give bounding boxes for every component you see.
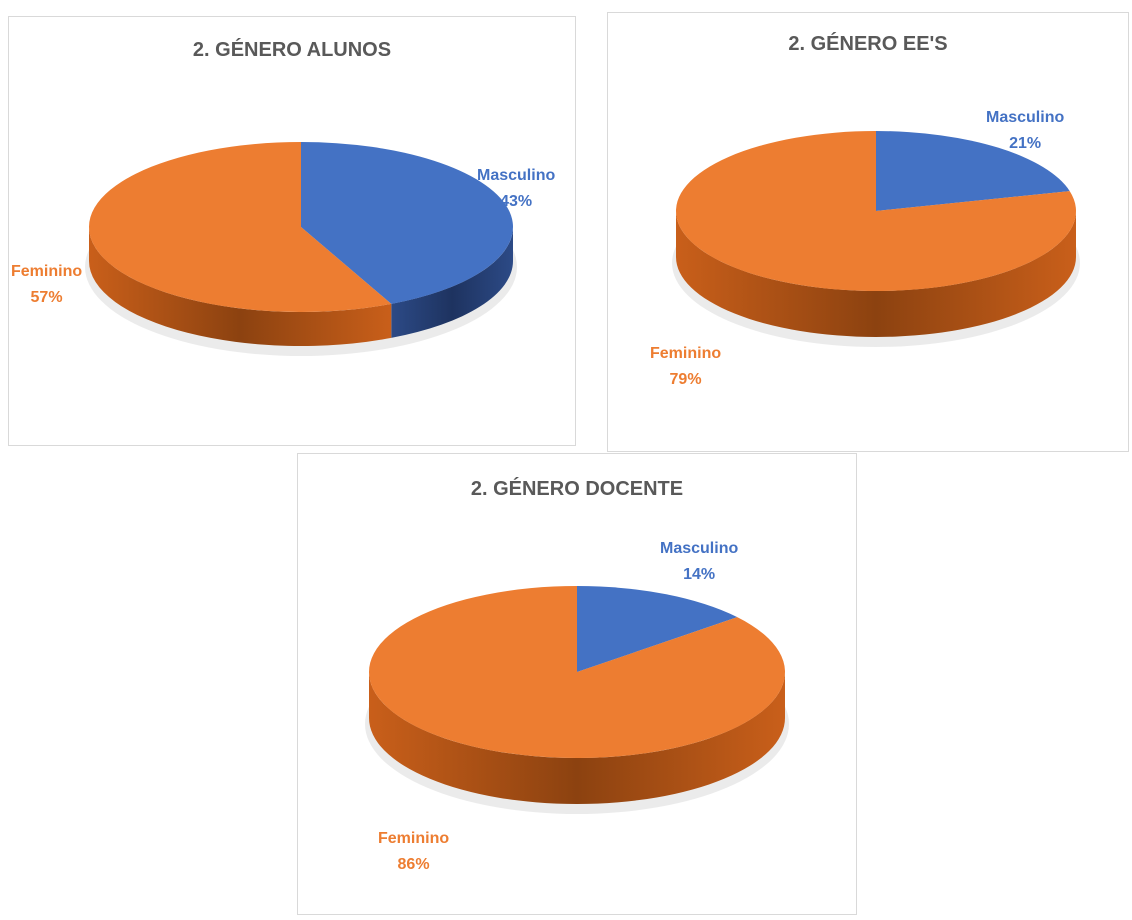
label-name: Feminino	[650, 345, 722, 362]
chart-title: 2. GÉNERO ALUNOS	[192, 39, 392, 61]
label-value: 21%	[1009, 135, 1042, 152]
label-value: 57%	[30, 289, 63, 306]
label-name: Masculino	[660, 540, 739, 557]
label-value: 14%	[683, 566, 716, 583]
pie-slice-masculino	[301, 142, 514, 304]
label-value: 79%	[669, 371, 702, 388]
pie-side-masculino	[391, 227, 513, 338]
chart-panel-ees: 2. GÉNERO EE'S Masculino 21% Feminino 79…	[607, 12, 1129, 452]
label-value: 43%	[500, 193, 533, 210]
pie-slice-feminino	[369, 586, 786, 758]
label-name: Masculino	[986, 109, 1065, 126]
label-name: Feminino	[378, 830, 450, 847]
pie-side-feminino	[89, 227, 392, 346]
pie-side-feminino	[369, 672, 785, 804]
label-feminino: Feminino 79%	[650, 341, 721, 393]
label-masculino: Masculino 21%	[986, 105, 1064, 157]
chart-title: 2. GÉNERO DOCENTE	[470, 478, 684, 500]
chart-panel-alunos: 2. GÉNERO ALUNOS Masculino 43% Feminino …	[8, 16, 576, 446]
label-masculino: Masculino 14%	[660, 536, 738, 588]
label-feminino: Feminino 57%	[11, 259, 82, 311]
label-feminino: Feminino 86%	[378, 826, 449, 878]
pie-chart-docente	[365, 586, 789, 814]
pie-slice-masculino	[876, 131, 1070, 211]
label-value: 86%	[397, 856, 430, 873]
pie-side-feminino	[676, 211, 1076, 337]
pie-slice-masculino	[577, 586, 738, 672]
label-name: Feminino	[11, 263, 83, 280]
label-name: Masculino	[477, 167, 556, 184]
pie-slice-feminino	[89, 142, 392, 312]
label-masculino: Masculino 43%	[477, 163, 555, 215]
pie-chart-alunos	[85, 142, 517, 356]
chart-title: 2. GÉNERO EE'S	[788, 33, 948, 55]
pie-chart-ees	[672, 131, 1080, 347]
pie-slice-feminino	[676, 131, 1076, 291]
chart-panel-docente: 2. GÉNERO DOCENTE Masculino 14% Feminino…	[297, 453, 857, 915]
